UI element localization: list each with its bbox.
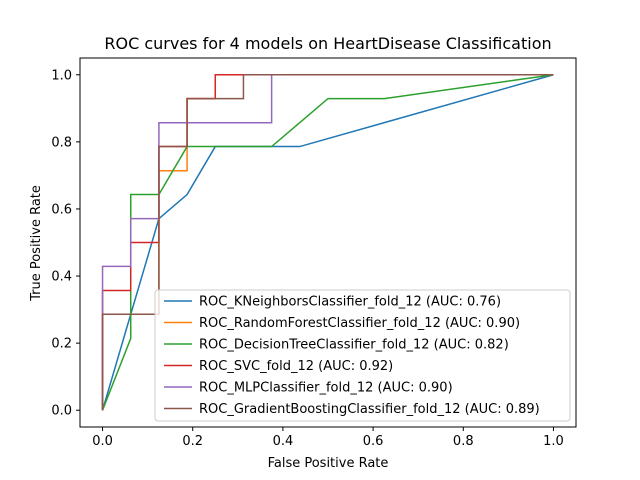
legend-box bbox=[154, 289, 571, 422]
legend-entry: ROC_DecisionTreeClassifier_fold_12 (AUC:… bbox=[199, 338, 509, 353]
plot-frame bbox=[79, 57, 577, 428]
legend-entry: ROC_RandomForestClassifier_fold_12 (AUC:… bbox=[199, 316, 520, 331]
y-tick-label: 0.8 bbox=[51, 135, 72, 150]
y-tick-label: 0.4 bbox=[51, 270, 72, 285]
x-axis-ticks: 0.0 0.2 0.4 0.6 0.8 1.0 bbox=[92, 427, 564, 449]
y-tick-label: 0.6 bbox=[51, 202, 72, 217]
chart-title: ROC curves for 4 models on HeartDisease … bbox=[104, 34, 551, 53]
legend-entry: ROC_MLPClassifier_fold_12 (AUC: 0.90) bbox=[199, 381, 453, 396]
legend: ROC_KNeighborsClassifier_fold_12 (AUC: 0… bbox=[154, 289, 571, 422]
x-tick-label: 0.0 bbox=[92, 434, 113, 449]
x-tick-label: 0.2 bbox=[182, 434, 203, 449]
series-layer bbox=[101, 74, 554, 411]
legend-entry: ROC_GradientBoostingClassifier_fold_12 (… bbox=[199, 402, 540, 417]
x-tick-label: 0.8 bbox=[453, 434, 474, 449]
x-tick-label: 0.4 bbox=[273, 434, 294, 449]
y-tick-label: 0.2 bbox=[51, 337, 72, 352]
y-tick-label: 1.0 bbox=[51, 68, 72, 83]
y-axis-label: True Positive Rate bbox=[29, 185, 44, 302]
y-axis-ticks: 0.0 0.2 0.4 0.6 0.8 1.0 bbox=[51, 68, 80, 419]
x-tick-label: 0.6 bbox=[363, 434, 384, 449]
y-tick-label: 0.0 bbox=[51, 404, 72, 419]
series-line-5 bbox=[101, 74, 554, 411]
legend-entry: ROC_KNeighborsClassifier_fold_12 (AUC: 0… bbox=[199, 295, 501, 310]
x-tick-label: 1.0 bbox=[543, 434, 564, 449]
x-axis-label: False Positive Rate bbox=[268, 456, 389, 471]
legend-entry: ROC_SVC_fold_12 (AUC: 0.92) bbox=[199, 359, 393, 374]
